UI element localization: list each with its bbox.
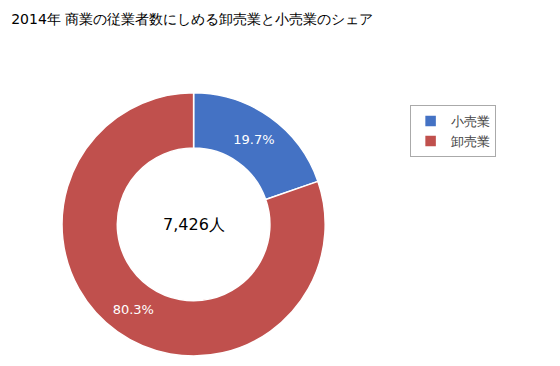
svg-text:小売業: 小売業 [451,114,490,129]
svg-text:19.7%: 19.7% [233,132,274,147]
svg-text:卸売業: 卸売業 [451,134,490,149]
svg-text:7,426人: 7,426人 [163,215,225,234]
svg-text:80.3%: 80.3% [113,302,154,317]
svg-text:2014年 商業の従業者数にしめる卸売業と小売業のシェア: 2014年 商業の従業者数にしめる卸売業と小売業のシェア [11,11,373,27]
